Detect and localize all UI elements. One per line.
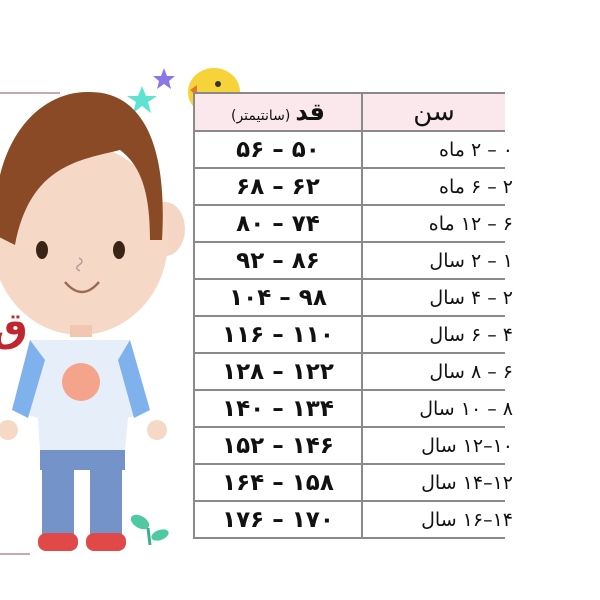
age-text: ۲ – ۴ سال: [429, 286, 513, 309]
height-cell: ۱۴۶ – ۱۵۲: [193, 426, 363, 465]
frame-line-top: [0, 92, 60, 94]
age-cell: ۶ – ۱۲ ماه: [361, 204, 513, 243]
table-row: ۵۰ – ۵۶ ۰ – ۲ ماه: [193, 130, 513, 169]
age-text: ۸ – ۱۰ سال: [419, 397, 513, 420]
age-cell: ۸ – ۱۰ سال: [361, 389, 513, 428]
age-cell: ۱۴–۱۶ سال: [361, 500, 513, 539]
age-cell: ۱۰–۱۲ سال: [361, 426, 513, 465]
table-row: ۶۲ – ۶۸ ۲ – ۶ ماه: [193, 167, 513, 206]
table-row: ۸۶ – ۹۲ ۱ – ۲ سال: [193, 241, 513, 280]
right-leg: [90, 465, 122, 535]
age-text: ۱۰–۱۲ سال: [421, 434, 513, 457]
table-row: ۷۴ – ۸۰ ۶ – ۱۲ ماه: [193, 204, 513, 243]
age-cell: ۱۲–۱۴ سال: [361, 463, 513, 502]
table-row: ۱۲۲ – ۱۲۸ ۶ – ۸ سال: [193, 352, 513, 391]
height-cell: ۸۶ – ۹۲: [193, 241, 363, 280]
table-row: ۱۱۰ – ۱۱۶ ۴ – ۶ سال: [193, 315, 513, 354]
age-text: ۶ – ۸ سال: [429, 360, 513, 383]
age-text: ۰ – ۲ ماه: [439, 138, 513, 161]
height-cell: ۱۲۲ – ۱۲۸: [193, 352, 363, 391]
face: [0, 145, 168, 335]
age-cell: ۲ – ۴ سال: [361, 278, 513, 317]
boy-illustration: [0, 68, 240, 551]
age-text: ۴ – ۶ سال: [429, 323, 513, 346]
age-text: ۱ – ۲ سال: [429, 249, 513, 272]
star-teal-icon: [127, 86, 157, 113]
age-cell: ۱ – ۲ سال: [361, 241, 513, 280]
height-cell: ۱۵۸ – ۱۶۴: [193, 463, 363, 502]
age-cell: ۶ – ۸ سال: [361, 352, 513, 391]
age-text: ۱۲–۱۴ سال: [421, 471, 513, 494]
frame-line-bottom: [0, 553, 30, 555]
age-text: ۲ – ۶ ماه: [439, 175, 513, 198]
size-chart-table: قد (سانتیمتر) سن ۵۰ – ۵۶ ۰ – ۲ ماه ۶۲ – ۶۸…: [193, 92, 513, 539]
hair: [0, 91, 163, 245]
age-text: ۱۴–۱۶ سال: [421, 508, 513, 531]
height-cell: ۱۳۴ – ۱۴۰: [193, 389, 363, 428]
height-cell: ۶۲ – ۶۸: [193, 167, 363, 206]
height-cell: ۷۴ – ۸۰: [193, 204, 363, 243]
age-text: ۶ – ۱۲ ماه: [428, 212, 513, 235]
table-header-row: قد (سانتیمتر) سن: [193, 92, 505, 132]
sprout-icon: [130, 514, 169, 546]
table-row: ۱۴۶ – ۱۵۲ ۱۰–۱۲ سال: [193, 426, 513, 465]
header-age: سن: [361, 92, 505, 132]
star-purple-icon: [153, 68, 175, 89]
height-cell: ۱۷۰ – ۱۷۶: [193, 500, 363, 539]
age-cell: ۲ – ۶ ماه: [361, 167, 513, 206]
table-row: ۱۳۴ – ۱۴۰ ۸ – ۱۰ سال: [193, 389, 513, 428]
left-leg: [42, 465, 74, 535]
header-height: قد (سانتیمتر): [193, 92, 363, 132]
height-cell: ۵۰ – ۵۶: [193, 130, 363, 169]
height-cell: ۱۱۰ – ۱۱۶: [193, 315, 363, 354]
table-row: ۱۵۸ – ۱۶۴ ۱۲–۱۴ سال: [193, 463, 513, 502]
title-letter: ق: [0, 305, 28, 351]
table-row: ۹۸ – ۱۰۴ ۲ – ۴ سال: [193, 278, 513, 317]
table-row: ۱۷۰ – ۱۷۶ ۱۴–۱۶ سال: [193, 500, 513, 539]
height-cell: ۹۸ – ۱۰۴: [193, 278, 363, 317]
age-cell: ۴ – ۶ سال: [361, 315, 513, 354]
age-cell: ۰ – ۲ ماه: [361, 130, 513, 169]
